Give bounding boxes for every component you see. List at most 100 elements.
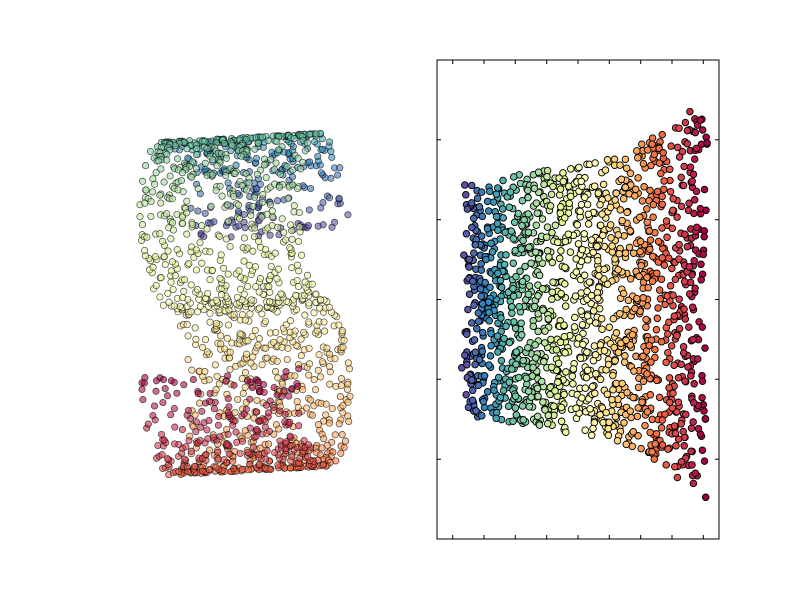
embedding-point bbox=[621, 352, 629, 360]
embedding-point bbox=[533, 384, 542, 393]
scurve-point bbox=[284, 344, 292, 352]
embedding-point bbox=[580, 193, 589, 202]
scurve-point bbox=[265, 427, 274, 435]
scurve-point bbox=[306, 158, 314, 166]
scurve-point bbox=[335, 420, 343, 428]
embedding-point bbox=[655, 393, 664, 402]
embedding-point bbox=[472, 407, 480, 415]
scurve-point bbox=[224, 179, 232, 187]
embedding-point bbox=[462, 230, 471, 238]
embedding-point bbox=[468, 223, 476, 232]
scurve-point bbox=[210, 218, 218, 226]
scurve-point bbox=[250, 233, 258, 241]
embedding-point bbox=[698, 377, 707, 385]
embedding-point bbox=[639, 294, 647, 302]
embedding-point bbox=[534, 310, 542, 318]
embedding-point bbox=[599, 180, 608, 189]
embedding-point bbox=[578, 394, 586, 402]
scurve-point bbox=[165, 298, 173, 306]
scurve-point bbox=[244, 282, 252, 291]
scurve-point bbox=[318, 145, 327, 153]
embedding-point bbox=[479, 397, 488, 406]
scurve-point bbox=[195, 399, 204, 407]
embedding-point bbox=[698, 126, 707, 134]
embedding-point bbox=[665, 374, 674, 382]
embedding-point bbox=[475, 355, 484, 364]
embedding-point bbox=[586, 405, 594, 413]
scurve-point bbox=[289, 166, 297, 174]
embedding-point bbox=[604, 360, 613, 369]
scurve-point bbox=[183, 145, 191, 153]
embedding-point bbox=[478, 212, 487, 221]
embedding-point bbox=[462, 390, 470, 399]
scurve-point bbox=[173, 389, 181, 397]
embedding-point bbox=[701, 415, 710, 423]
embedding-point bbox=[478, 188, 486, 196]
embedding-point bbox=[693, 223, 701, 232]
embedding-point bbox=[578, 320, 587, 329]
embedding-point bbox=[687, 424, 696, 432]
scurve-point bbox=[163, 156, 171, 164]
scurve-point bbox=[176, 302, 184, 310]
embedding-point bbox=[587, 236, 596, 244]
scurve-point bbox=[206, 276, 214, 284]
scurve-point bbox=[168, 258, 176, 266]
scurve-point bbox=[294, 382, 302, 390]
embedding-point bbox=[530, 184, 539, 193]
scurve-point bbox=[244, 337, 252, 345]
scurve-point bbox=[251, 224, 259, 232]
scurve-3d-axes bbox=[136, 129, 354, 479]
embedding-point bbox=[561, 302, 570, 310]
scurve-point bbox=[303, 404, 311, 412]
scurve-point bbox=[266, 298, 274, 306]
scurve-point bbox=[235, 215, 244, 223]
embedding-point bbox=[461, 181, 469, 189]
scurve-point bbox=[325, 350, 334, 358]
embedding-point bbox=[666, 165, 674, 174]
embedding-point bbox=[634, 154, 642, 162]
embedding-point bbox=[493, 219, 502, 228]
scurve-point bbox=[184, 332, 192, 340]
scurve-point bbox=[193, 286, 201, 294]
embedding-point bbox=[572, 255, 580, 263]
embedding-point bbox=[605, 418, 613, 427]
scurve-point bbox=[224, 430, 232, 438]
embedding-point bbox=[547, 190, 556, 199]
scurve-point bbox=[198, 222, 206, 230]
embedding-point bbox=[474, 317, 483, 326]
embedding-point bbox=[634, 383, 643, 392]
scurve-point bbox=[230, 381, 238, 389]
embedding-point bbox=[559, 169, 567, 177]
scurve-point bbox=[277, 290, 285, 298]
scurve-point bbox=[238, 182, 246, 190]
embedding-point bbox=[623, 388, 631, 397]
scurve-point bbox=[320, 318, 328, 326]
embedding-point bbox=[532, 354, 540, 362]
scurve-point bbox=[261, 423, 269, 431]
embedding-point bbox=[477, 292, 485, 300]
embedding-point bbox=[519, 236, 527, 245]
scurve-point bbox=[244, 244, 252, 252]
scurve-point bbox=[253, 170, 261, 178]
scurve-point bbox=[241, 316, 249, 324]
embedding-point bbox=[596, 375, 605, 384]
scurve-point bbox=[283, 355, 291, 364]
scurve-point bbox=[249, 247, 257, 255]
scurve-point bbox=[206, 318, 214, 326]
scurve-point bbox=[305, 206, 313, 214]
embedding-point bbox=[540, 357, 548, 366]
embedding-point bbox=[673, 473, 682, 482]
scurve-point bbox=[258, 133, 266, 141]
embedding-point bbox=[691, 284, 699, 293]
scurve-point bbox=[210, 405, 218, 413]
scurve-point bbox=[344, 211, 352, 219]
scurve-point bbox=[166, 172, 174, 180]
embedding-point bbox=[633, 147, 641, 155]
embedding-point bbox=[684, 363, 692, 371]
scurve-point bbox=[179, 219, 187, 228]
scurve-point bbox=[325, 419, 333, 427]
embedding-point bbox=[504, 402, 513, 410]
scurve-point bbox=[220, 139, 229, 147]
scurve-point bbox=[265, 283, 273, 291]
embedding-point bbox=[534, 254, 543, 263]
